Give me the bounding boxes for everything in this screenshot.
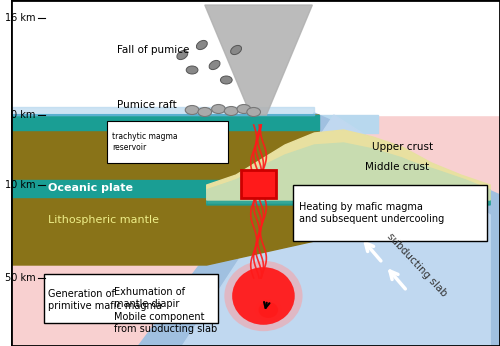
Text: trachytic magma
reservoir: trachytic magma reservoir [112,132,178,152]
Ellipse shape [258,302,278,318]
Text: Mobile component
from subducting slab: Mobile component from subducting slab [114,312,217,334]
Ellipse shape [247,108,260,117]
Polygon shape [138,113,500,346]
Ellipse shape [210,60,219,71]
Ellipse shape [196,41,207,49]
Polygon shape [207,147,490,200]
Text: Upper crust: Upper crust [372,142,433,152]
Text: 16 km: 16 km [5,13,36,23]
Text: Lithospheric mantle: Lithospheric mantle [48,215,160,225]
Ellipse shape [198,108,211,117]
Text: Generation of
primitive mafic magma: Generation of primitive mafic magma [48,289,162,311]
Ellipse shape [224,261,302,331]
Ellipse shape [230,45,241,55]
Text: Pumice raft: Pumice raft [117,100,176,110]
Text: Heating by mafic magma
and subsequent undercooling: Heating by mafic magma and subsequent un… [298,202,444,224]
Polygon shape [11,115,319,130]
Polygon shape [207,143,490,203]
Polygon shape [11,115,319,265]
Bar [241,170,276,198]
Text: subducting slab: subducting slab [385,231,449,299]
Ellipse shape [232,267,294,325]
Ellipse shape [212,104,226,113]
Polygon shape [207,130,490,190]
Polygon shape [11,0,500,115]
Text: 0 km: 0 km [12,110,36,120]
Text: 10 km: 10 km [5,180,36,190]
Ellipse shape [185,106,199,115]
Polygon shape [11,0,500,346]
Ellipse shape [237,104,250,113]
Polygon shape [11,115,378,133]
Ellipse shape [186,65,198,75]
Ellipse shape [224,107,238,116]
FancyBboxPatch shape [44,274,218,323]
Ellipse shape [177,51,188,60]
Polygon shape [182,115,490,346]
Polygon shape [172,115,500,346]
Text: Fall of pumice: Fall of pumice [117,45,189,55]
Text: 50 km: 50 km [5,273,36,283]
Ellipse shape [254,299,282,321]
FancyBboxPatch shape [107,121,228,163]
Polygon shape [11,180,314,197]
Polygon shape [205,5,312,115]
Text: Oceanic plate: Oceanic plate [48,183,134,193]
Polygon shape [11,107,314,115]
Text: Exhumation of
mantle diapir: Exhumation of mantle diapir [114,287,185,309]
Ellipse shape [221,75,232,84]
Polygon shape [207,149,490,205]
Text: Middle crust: Middle crust [366,162,430,172]
FancyBboxPatch shape [293,185,488,241]
